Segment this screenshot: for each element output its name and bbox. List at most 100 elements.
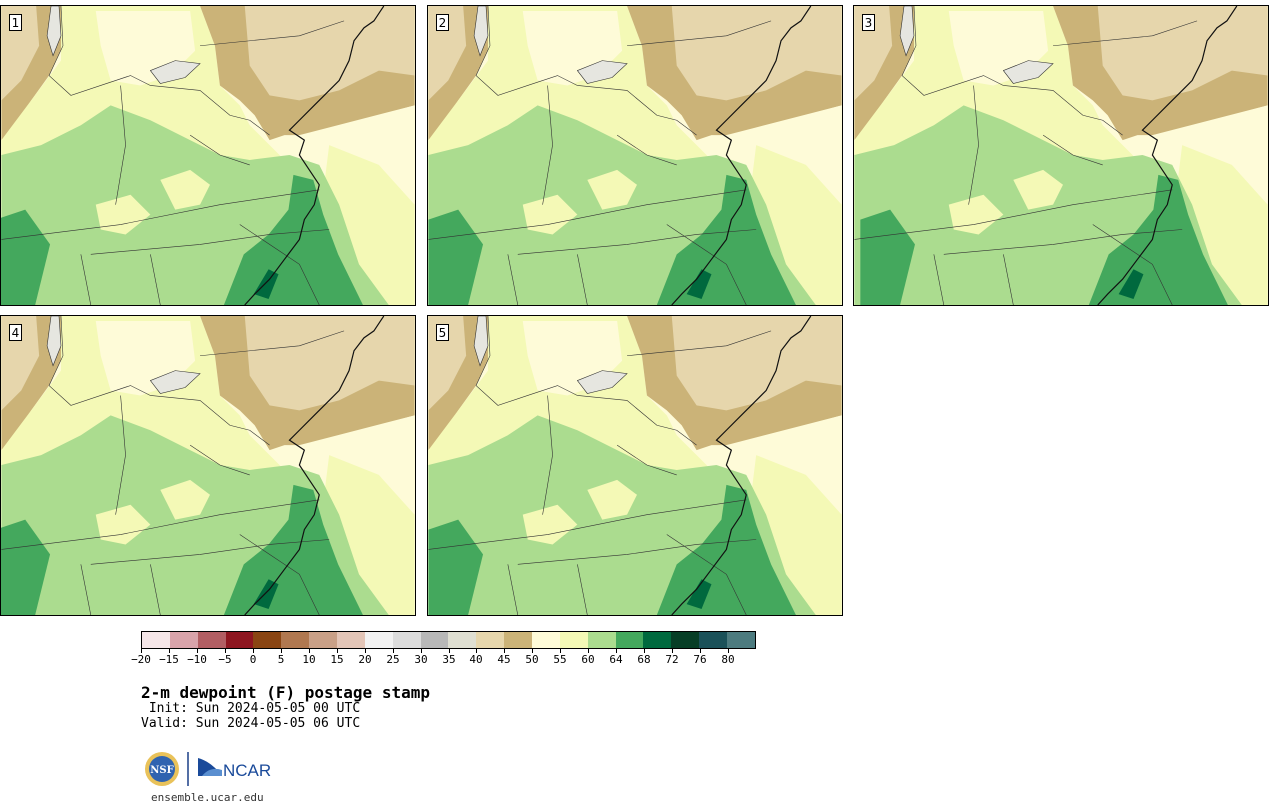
panel-number-label: 1 <box>9 14 22 31</box>
great-lake <box>149 370 201 394</box>
dewpoint-region <box>223 484 363 615</box>
colorbar-tick-label: 20 <box>358 653 372 666</box>
state-border <box>1092 224 1173 305</box>
state-border <box>901 6 1004 96</box>
dewpoint-region <box>95 504 151 545</box>
state-border <box>968 85 979 205</box>
state-border <box>189 444 250 476</box>
colorbar-tick <box>532 649 533 653</box>
state-border <box>239 534 320 615</box>
state-border <box>48 316 151 406</box>
colorbar-swatch <box>559 632 588 648</box>
dewpoint-region <box>1152 105 1268 205</box>
nsf-logo-text: NSF <box>150 765 173 776</box>
coastline <box>244 6 385 305</box>
state-border <box>200 20 345 47</box>
state-border <box>48 6 151 96</box>
colorbar-tick-label: 35 <box>442 653 456 666</box>
colorbar-swatch <box>671 632 700 648</box>
colorbar-swatch <box>337 632 365 648</box>
dewpoint-region <box>671 6 842 101</box>
colorbar-ticks: −20 −15 −10 −5 0 5 10 15 20 25 30 35 40 45 50 55 60 64 68 7… <box>131 649 756 666</box>
panel-number-label: 5 <box>436 324 449 341</box>
colorbar-swatch <box>727 632 755 648</box>
colorbar-tick <box>309 649 310 653</box>
site-url: ensemble.ucar.edu <box>151 791 264 804</box>
colorbar-swatch <box>281 632 310 648</box>
great-lake <box>473 316 489 367</box>
state-border <box>1042 134 1103 166</box>
state-border <box>577 395 697 446</box>
dewpoint-region <box>299 415 415 515</box>
colorbar-swatch <box>169 632 198 648</box>
state-border <box>666 534 747 615</box>
state-border <box>475 6 578 96</box>
state-border <box>80 254 92 305</box>
dewpoint-region <box>253 269 279 300</box>
great-lake <box>46 316 62 367</box>
colorbar-tick-label: 5 <box>277 653 285 666</box>
colorbar-tick <box>560 649 561 653</box>
colorbar-tick-label: 0 <box>249 653 257 666</box>
state-border <box>507 564 519 615</box>
state-border <box>666 224 747 305</box>
colorbar-tick-label: 60 <box>581 653 595 666</box>
colorbar-swatch <box>643 632 672 648</box>
map-panel-3: 3 <box>853 5 1269 306</box>
dewpoint-region <box>428 209 484 305</box>
state-border <box>1 189 320 240</box>
state-border <box>577 564 588 615</box>
dewpoint-region <box>587 479 637 520</box>
great-lake <box>473 6 489 57</box>
colorbar-swatch <box>309 632 338 648</box>
state-border <box>1003 254 1014 305</box>
nsf-logo: NSF <box>145 752 179 786</box>
colorbar-tick <box>728 649 729 653</box>
dewpoint-region <box>428 519 484 615</box>
colorbar-tick-label: 45 <box>497 653 511 666</box>
valid-time: Valid: Sun 2024-05-05 06 UTC <box>141 716 361 731</box>
dewpoint-region <box>1097 6 1268 101</box>
great-lake <box>149 60 201 84</box>
colorbar-tick <box>504 649 505 653</box>
colorbar-swatch <box>476 632 505 648</box>
state-border <box>542 395 553 515</box>
colorbar-tick <box>141 649 142 653</box>
dewpoint-region <box>253 579 279 610</box>
dewpoint-region <box>160 169 210 210</box>
colorbar-tick-label: 15 <box>330 653 344 666</box>
colorbar-swatch <box>587 632 616 648</box>
panel-number-label: 2 <box>436 14 449 31</box>
dewpoint-region <box>244 6 415 101</box>
colorbar-tick <box>421 649 422 653</box>
state-border <box>428 499 747 550</box>
colorbar-tick <box>337 649 338 653</box>
colorbar-tick <box>169 649 170 653</box>
colorbar-tick-label: −20 <box>131 653 151 666</box>
state-border <box>517 539 757 565</box>
state-border <box>1 499 320 550</box>
state-border <box>577 254 588 305</box>
state-border <box>200 330 345 357</box>
state-border <box>90 539 330 565</box>
state-border <box>150 254 161 305</box>
colorbar-tick <box>197 649 198 653</box>
colorbar-tick <box>672 649 673 653</box>
colorbar-tick <box>393 649 394 653</box>
ncar-logo: NCAR <box>198 758 271 780</box>
dewpoint-map-4 <box>1 316 415 615</box>
colorbar-swatch <box>699 632 728 648</box>
coastline <box>1097 6 1238 305</box>
dewpoint-region <box>948 194 1004 235</box>
colorbar-swatch <box>448 632 477 648</box>
colorbar-tick-label: 40 <box>469 653 483 666</box>
colorbar-tick <box>281 649 282 653</box>
state-border <box>150 395 270 446</box>
state-border <box>943 229 1183 255</box>
dewpoint-region <box>223 174 363 305</box>
colorbar-swatch <box>197 632 226 648</box>
great-lake <box>46 6 62 57</box>
state-border <box>115 85 126 205</box>
init-time: Init: Sun 2024-05-05 00 UTC <box>141 701 361 716</box>
colorbar-tick <box>225 649 226 653</box>
